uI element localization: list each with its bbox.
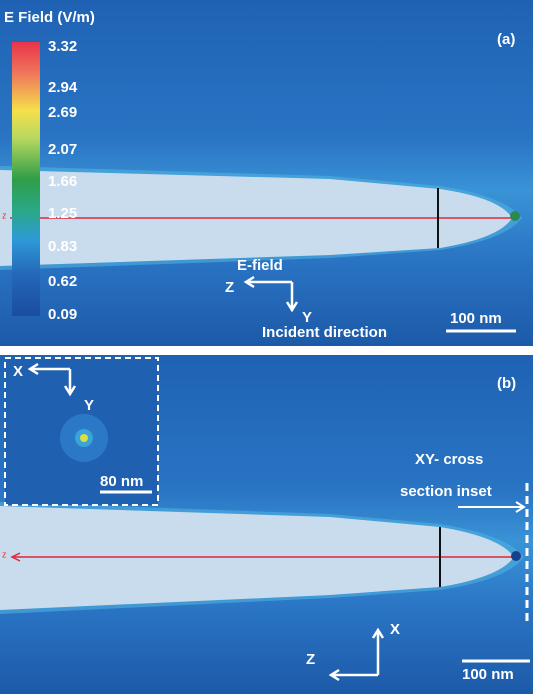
axis-label: X	[390, 621, 400, 638]
inset-dot	[80, 434, 88, 442]
colorbar-tick: 0.09	[48, 306, 77, 323]
colorbar-title: E Field (V/m)	[4, 9, 95, 26]
inset-note: XY- cross	[415, 451, 483, 468]
axis-label: E-field	[237, 257, 283, 274]
colorbar-tick: 1.25	[48, 205, 77, 222]
colorbar-tick: 3.32	[48, 38, 77, 55]
inset-scale-label: 80 nm	[100, 473, 143, 490]
axis-label: Z	[225, 279, 234, 296]
panel-label: (a)	[497, 31, 515, 48]
inset-axis-label: X	[13, 363, 23, 380]
hotspot	[510, 211, 520, 221]
panel-a: z E Field (V/m) 3.32 2.94 2.69 2.07 1.66…	[0, 0, 533, 346]
line-label: z	[2, 210, 7, 220]
line-label: z	[2, 549, 7, 559]
inset-axis-label: Y	[84, 397, 94, 414]
axis-label: Z	[306, 651, 315, 668]
panel-b: z X Y 80 nm (b) XY- cross section inset …	[0, 355, 533, 694]
colorbar-tick: 2.69	[48, 104, 77, 121]
colorbar-tick: 1.66	[48, 173, 77, 190]
figure: z E Field (V/m) 3.32 2.94 2.69 2.07 1.66…	[0, 0, 533, 694]
axis-label: Incident direction	[262, 324, 387, 341]
colorbar-tick: 0.62	[48, 273, 77, 290]
colorbar-tick: 0.83	[48, 238, 77, 255]
inset-note: section inset	[400, 483, 492, 500]
colorbar-tick: 2.07	[48, 141, 77, 158]
hotspot	[511, 551, 521, 561]
panel-label: (b)	[497, 375, 516, 392]
scale-bar-label: 100 nm	[462, 666, 514, 683]
colorbar-tick: 2.94	[48, 79, 78, 96]
colorbar	[12, 42, 40, 316]
scale-bar-label: 100 nm	[450, 310, 502, 327]
